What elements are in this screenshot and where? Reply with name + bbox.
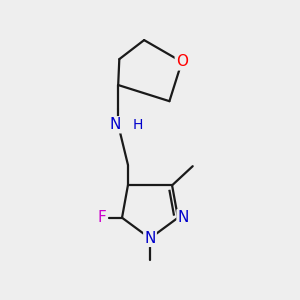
Text: O: O [176, 54, 188, 69]
Text: F: F [97, 210, 106, 225]
Text: H: H [132, 118, 142, 132]
Text: N: N [178, 210, 189, 225]
Text: N: N [144, 231, 156, 246]
Text: N: N [110, 117, 121, 132]
